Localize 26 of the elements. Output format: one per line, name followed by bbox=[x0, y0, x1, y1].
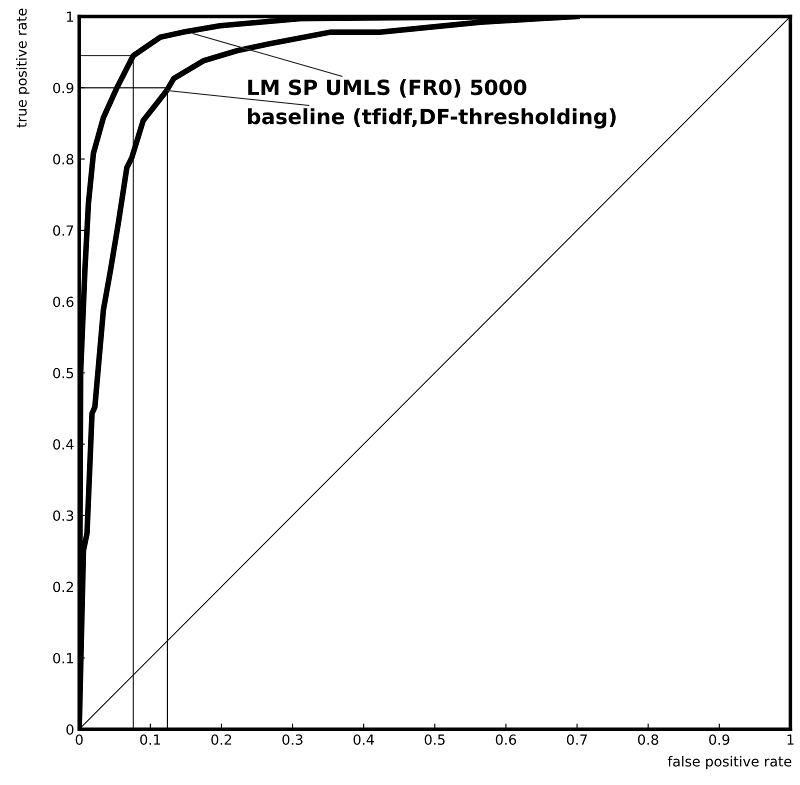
x-tick-label: 1 bbox=[788, 734, 794, 745]
y-tick-label: 0.6 bbox=[53, 296, 74, 308]
x-axis-title: false positive rate bbox=[668, 756, 792, 770]
x-tick-label: 0 bbox=[76, 734, 83, 745]
x-tick-label: 0.5 bbox=[424, 734, 445, 745]
annotation: baseline (tfidf,DF-thresholding) bbox=[248, 108, 616, 129]
x-tick-label: 0.2 bbox=[211, 734, 232, 745]
y-tick-label: 0.2 bbox=[53, 582, 73, 592]
y-tick-label: 1 bbox=[67, 12, 74, 22]
x-tick-label: 0.1 bbox=[140, 734, 160, 745]
y-tick-label: 0.3 bbox=[53, 510, 74, 521]
y-tick-label: 0 bbox=[66, 724, 74, 735]
y-tick-label: 0.1 bbox=[53, 652, 74, 664]
x-tick-label: 0.6 bbox=[496, 734, 516, 745]
y-tick-label: 0.9 bbox=[53, 82, 74, 94]
y-tick-label: 0.5 bbox=[53, 368, 74, 378]
y-tick-label: 0.4 bbox=[53, 439, 74, 450]
y-axis-title: true positive rate bbox=[16, 8, 30, 128]
x-tick-label: 0.8 bbox=[638, 734, 658, 745]
x-tick-label: 0.9 bbox=[709, 734, 730, 745]
x-tick-label: 0.4 bbox=[354, 734, 374, 745]
x-tick-label: 0.7 bbox=[566, 734, 587, 745]
x-tick-label: 0.3 bbox=[282, 734, 302, 745]
annotation: LM SP UMLS (FR0) 5000 bbox=[248, 79, 526, 98]
y-tick-label: 0.7 bbox=[53, 225, 74, 236]
y-tick-label: 0.8 bbox=[53, 154, 74, 165]
